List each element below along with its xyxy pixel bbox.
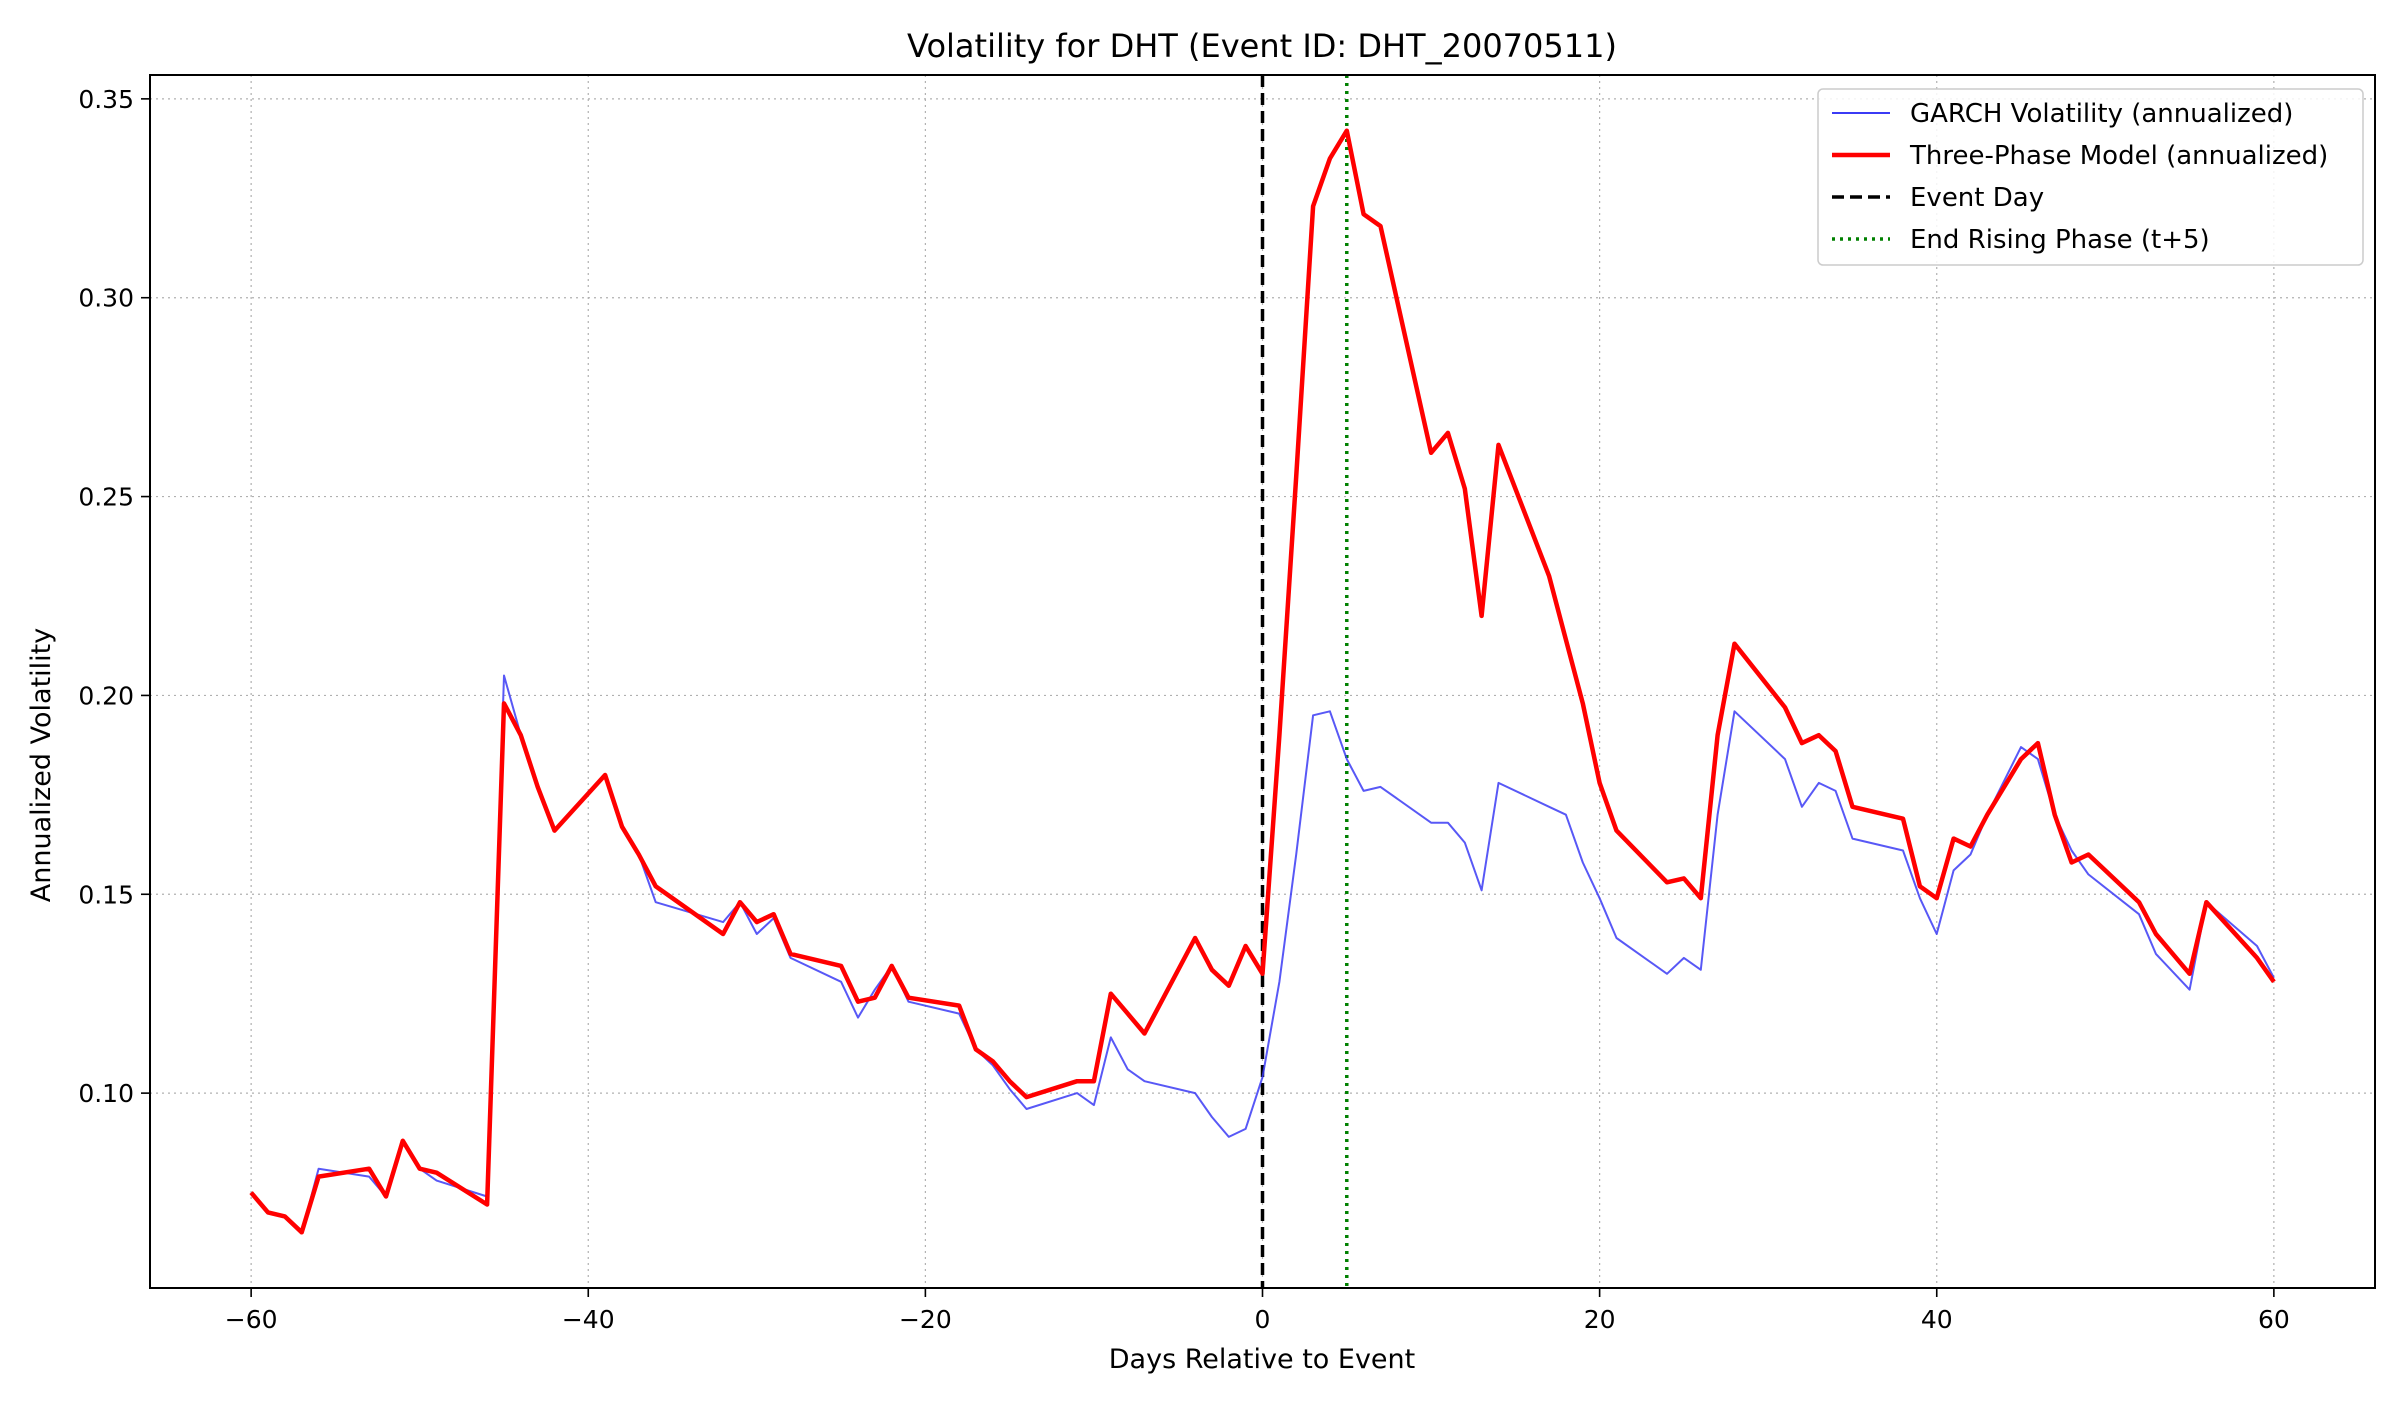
x-axis-label: Days Relative to Event bbox=[1109, 1344, 1415, 1375]
event-markers bbox=[1260, 75, 1349, 1288]
x-tick-label: −20 bbox=[899, 1305, 952, 1334]
axis-ticks: −60 −40 −20 0 20 40 60 0.10 0.15 0.20 0.25 0.30 0.35 bbox=[78, 85, 2289, 1334]
y-tick-label: 0.20 bbox=[78, 681, 134, 710]
legend-three-phase-label: Three-Phase Model (annualized) bbox=[1909, 141, 2328, 171]
y-axis-label: Annualized Volatility bbox=[26, 628, 57, 902]
y-tick-label: 0.25 bbox=[78, 483, 134, 512]
y-tick-label: 0.30 bbox=[78, 284, 134, 313]
legend-garch-label: GARCH Volatility (annualized) bbox=[1910, 99, 2293, 129]
legend-event-day-label: Event Day bbox=[1910, 183, 2044, 213]
y-tick-label: 0.10 bbox=[78, 1079, 134, 1108]
three-phase-model-line bbox=[249, 128, 2276, 1235]
legend-end-rising-phase-label: End Rising Phase (t+5) bbox=[1910, 225, 2210, 255]
plot-frame bbox=[149, 74, 2376, 1289]
y-tick-label: 0.15 bbox=[78, 880, 134, 909]
y-tick-label: 0.35 bbox=[78, 85, 134, 114]
chart-title: Volatility for DHT (Event ID: DHT_200705… bbox=[907, 27, 1617, 65]
x-tick-label: 60 bbox=[2258, 1305, 2290, 1334]
x-tick-label: −60 bbox=[225, 1305, 278, 1334]
series-lines bbox=[249, 128, 2276, 1235]
x-tick-label: −40 bbox=[562, 1305, 615, 1334]
x-tick-label: 20 bbox=[1584, 1305, 1616, 1334]
legend: GARCH Volatility (annualized) Three-Phase… bbox=[1817, 88, 2364, 266]
x-tick-label: 40 bbox=[1921, 1305, 1953, 1334]
x-tick-label: 0 bbox=[1255, 1305, 1271, 1334]
legend-box bbox=[1817, 88, 2364, 266]
